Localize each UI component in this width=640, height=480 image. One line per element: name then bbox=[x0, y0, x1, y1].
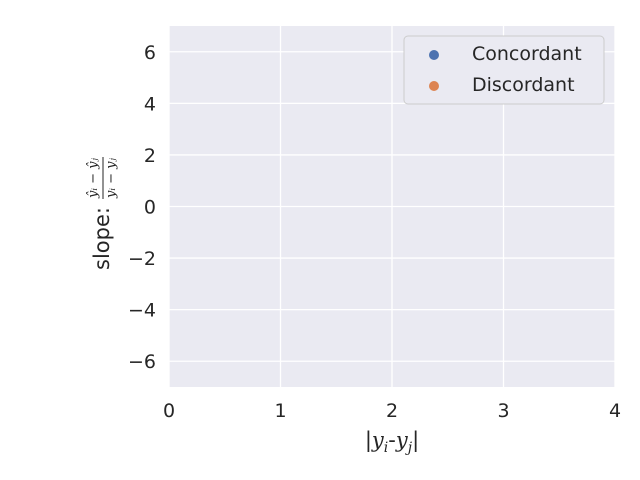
y-tick-label: −6 bbox=[128, 351, 156, 373]
x-tick-label: 0 bbox=[163, 400, 175, 422]
y-tick-label: 4 bbox=[144, 93, 156, 115]
y-axis-label: slope: ŷᵢ − ŷⱼ yᵢ − yⱼ bbox=[86, 157, 119, 270]
x-tick-label: 2 bbox=[386, 400, 398, 422]
x-tick-label: 4 bbox=[609, 400, 621, 422]
x-label-bar-close: | bbox=[412, 428, 419, 453]
x-label-y2: y bbox=[395, 428, 409, 452]
x-label-y1: y bbox=[371, 428, 385, 452]
y-tick-label: 0 bbox=[144, 197, 156, 219]
y-axis-ticks: −6 −4 −2 0 2 4 6 bbox=[128, 42, 156, 373]
y-label-denominator: yᵢ − yⱼ bbox=[104, 157, 119, 198]
y-tick-label: 2 bbox=[144, 145, 156, 167]
legend: Concordant Discordant bbox=[403, 35, 605, 105]
x-label-sub-i: i bbox=[384, 440, 388, 456]
legend-marker-concordant bbox=[429, 50, 439, 60]
y-tick-label: −2 bbox=[128, 248, 156, 270]
x-tick-label: 1 bbox=[274, 400, 286, 422]
y-tick-label: 6 bbox=[144, 42, 156, 64]
x-label-sub-j: j bbox=[405, 440, 413, 456]
legend-box bbox=[403, 35, 605, 105]
y-label-prefix: slope: bbox=[90, 207, 114, 270]
legend-label-discordant: Discordant bbox=[472, 74, 575, 96]
legend-label-concordant: Concordant bbox=[472, 43, 582, 65]
legend-marker-discordant bbox=[429, 81, 439, 91]
x-label-bar-open: | bbox=[365, 428, 372, 453]
y-label-numerator: ŷᵢ − ŷⱼ bbox=[86, 157, 101, 198]
x-tick-label: 3 bbox=[497, 400, 509, 422]
x-axis-label: |yi-yj| bbox=[365, 428, 419, 456]
x-axis-ticks: 0 1 2 3 4 bbox=[163, 400, 621, 422]
x-label-dash: - bbox=[388, 428, 396, 452]
y-tick-label: −4 bbox=[128, 300, 156, 322]
